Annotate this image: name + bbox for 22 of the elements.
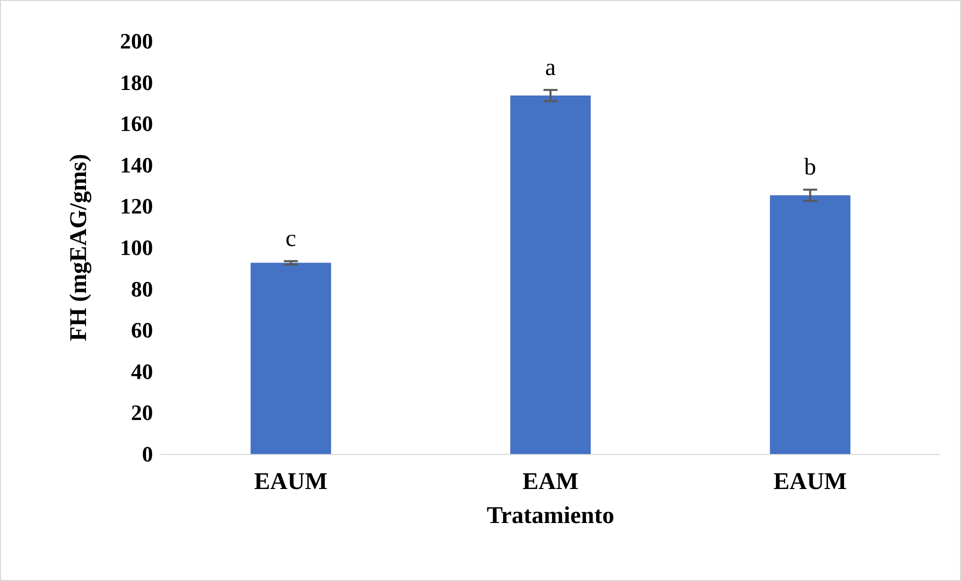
annotation: c bbox=[286, 226, 296, 252]
y-tick-label: 20 bbox=[131, 400, 153, 426]
y-axis-title: FH (mgEAG/gms) bbox=[66, 154, 92, 342]
x-tick-label: EAUM bbox=[774, 469, 847, 495]
y-tick-label: 0 bbox=[142, 442, 153, 466]
y-tick-label: 140 bbox=[120, 152, 153, 178]
x-tick-label: EAUM bbox=[254, 469, 328, 495]
y-tick-label: 80 bbox=[131, 276, 153, 302]
y-tick-label: 200 bbox=[120, 28, 153, 54]
x-axis-title: Tratamiento bbox=[486, 503, 614, 529]
x-tick-label: EAM bbox=[522, 469, 578, 495]
bar bbox=[250, 262, 332, 454]
y-tick-label: 160 bbox=[120, 111, 153, 136]
y-tick-label: 120 bbox=[120, 194, 153, 219]
y-tick-label: 40 bbox=[131, 358, 153, 384]
y-tick-label: 100 bbox=[120, 235, 153, 260]
bar bbox=[770, 195, 850, 454]
bar bbox=[510, 96, 591, 454]
annotation: a bbox=[545, 54, 556, 81]
y-tick-label: 60 bbox=[131, 318, 153, 343]
y-tick-label: 180 bbox=[120, 70, 153, 95]
annotation: b bbox=[804, 154, 816, 181]
